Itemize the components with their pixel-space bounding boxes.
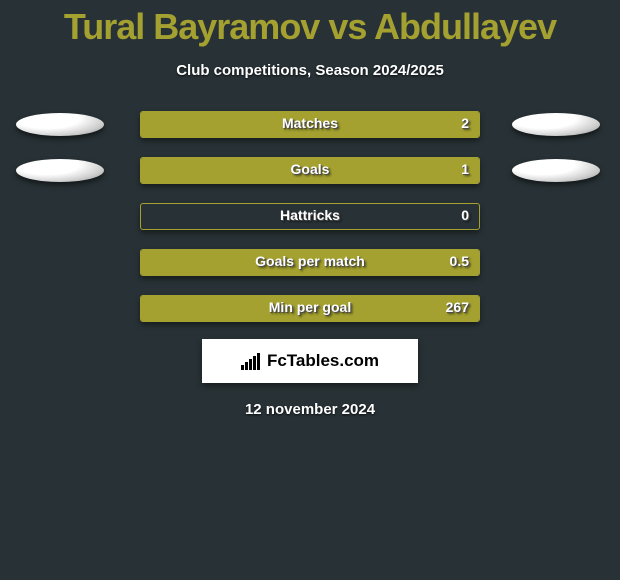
stat-label: Hattricks [141,207,479,223]
page-title: Tural Bayramov vs Abdullayev [0,0,620,48]
stat-label: Goals per match [141,253,479,269]
stat-value: 2 [461,115,469,131]
stat-value: 0 [461,207,469,223]
player-right-photo [512,159,600,182]
snapshot-date: 12 november 2024 [0,401,620,418]
stat-label: Goals [141,161,479,177]
stat-bar: Goals per match0.5 [140,249,480,276]
bar-chart-icon [241,352,263,370]
stat-row: Matches2 [0,107,620,141]
site-name: FcTables.com [267,351,379,371]
stat-row: Goals per match0.5 [0,245,620,279]
player-left-photo [16,113,104,136]
comparison-chart: Matches2Goals1Hattricks0Goals per match0… [0,107,620,325]
player-left-photo [16,159,104,182]
player-right-photo [512,113,600,136]
stat-bar: Hattricks0 [140,203,480,230]
stat-bar: Goals1 [140,157,480,184]
stat-bar: Min per goal267 [140,295,480,322]
stat-value: 0.5 [450,253,469,269]
stat-value: 1 [461,161,469,177]
stat-row: Min per goal267 [0,291,620,325]
stat-value: 267 [446,299,469,315]
site-logo[interactable]: FcTables.com [202,339,418,383]
stat-label: Min per goal [141,299,479,315]
page-subtitle: Club competitions, Season 2024/2025 [0,62,620,79]
stat-label: Matches [141,115,479,131]
stat-row: Goals1 [0,153,620,187]
stat-bar: Matches2 [140,111,480,138]
stat-row: Hattricks0 [0,199,620,233]
